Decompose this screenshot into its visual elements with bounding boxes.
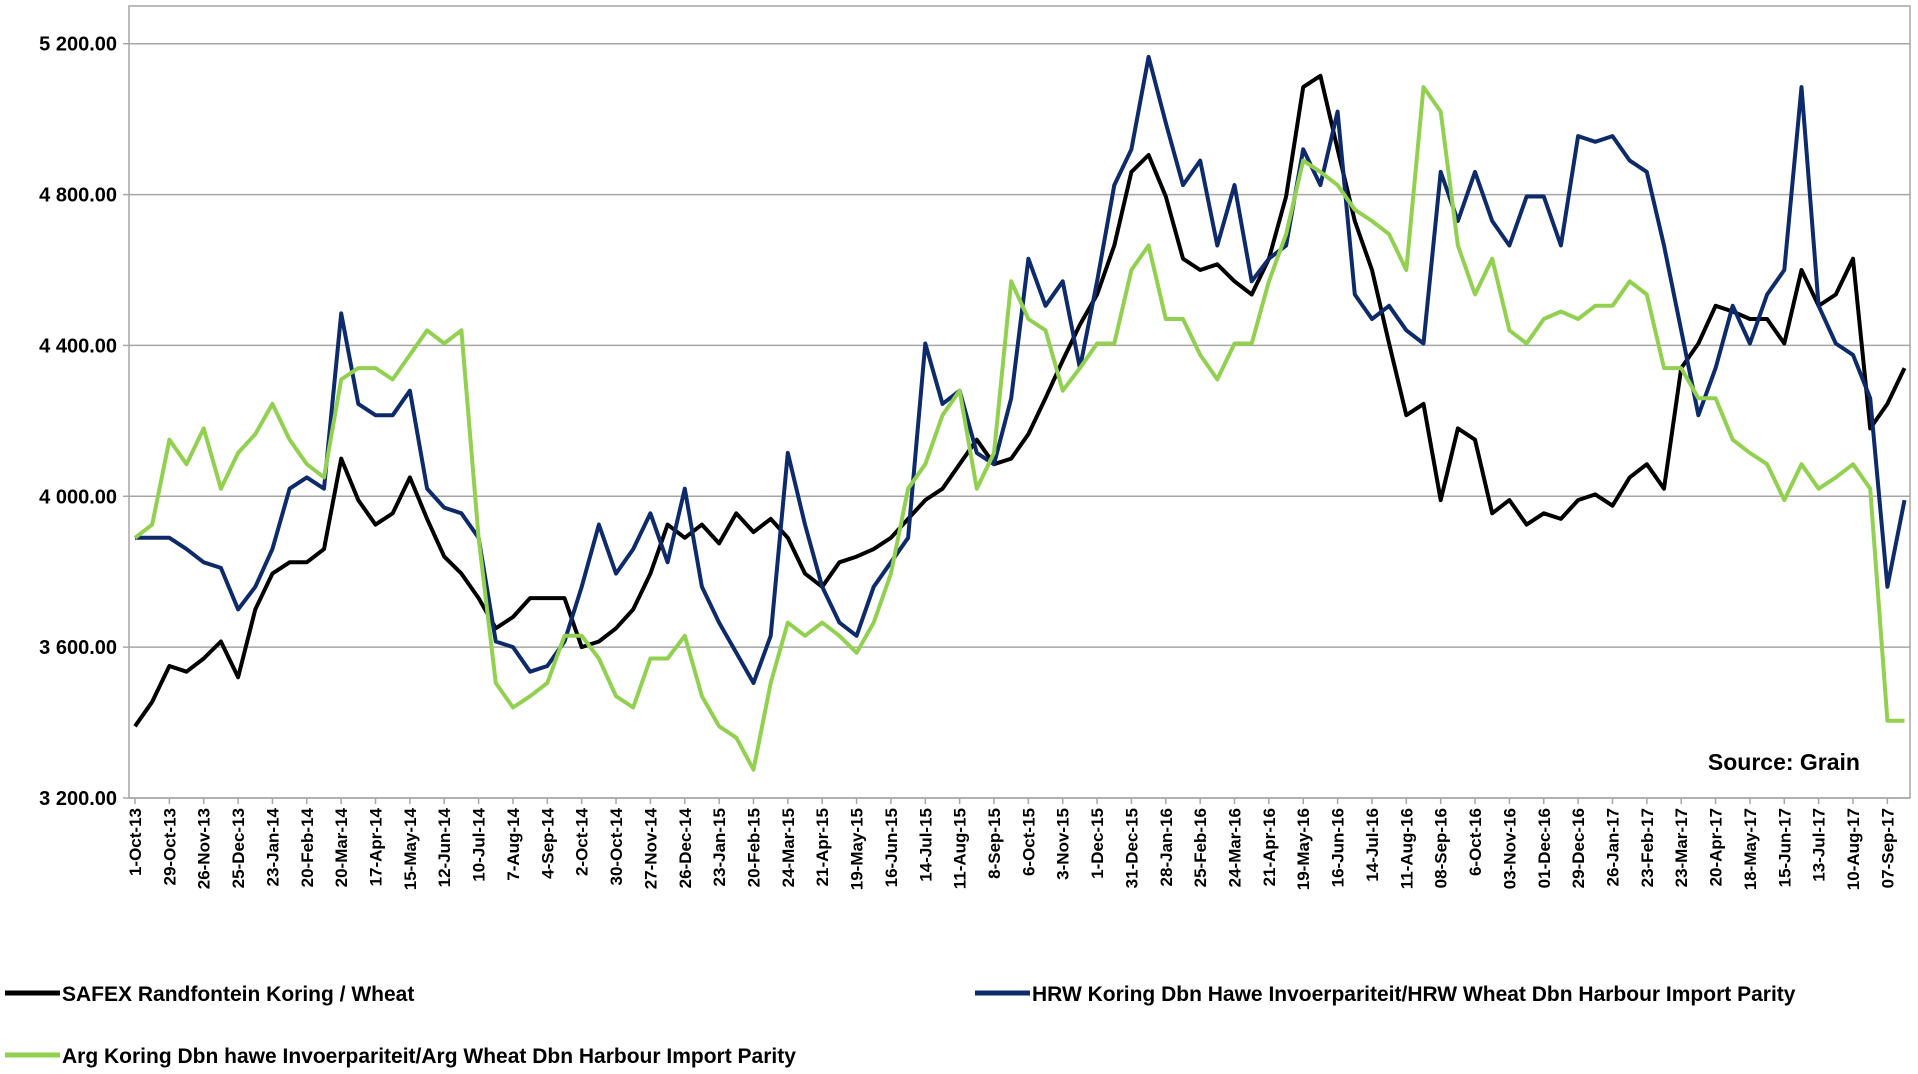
y-tick-label: 4 000.00 xyxy=(39,486,117,508)
x-tick-label: 07-Sep-17 xyxy=(1878,808,1897,888)
x-tick-label: 20-Feb-15 xyxy=(744,808,763,887)
x-tick-label: 19-May-16 xyxy=(1294,808,1313,890)
plot-frame xyxy=(129,6,1910,798)
source-annotation: Source: Grain xyxy=(1708,749,1860,775)
x-tick-label: 31-Dec-15 xyxy=(1122,808,1141,888)
x-tick-label: 29-Dec-16 xyxy=(1569,808,1588,888)
x-tick-label: 15-Jun-17 xyxy=(1775,808,1794,887)
grid xyxy=(129,44,1910,798)
x-tick-label: 11-Aug-16 xyxy=(1397,808,1416,889)
x-tick-label: 24-Mar-15 xyxy=(779,808,798,887)
x-tick-label: 4-Sep-14 xyxy=(538,807,557,878)
x-tick-label: 25-Feb-16 xyxy=(1191,808,1210,887)
y-tick-label: 5 200.00 xyxy=(39,34,117,56)
x-tick-label: 12-Jun-14 xyxy=(435,807,454,887)
y-tick-label: 3 200.00 xyxy=(39,788,117,810)
x-tick-label: 30-Oct-14 xyxy=(607,807,626,885)
x-tick-label: 19-May-15 xyxy=(848,808,867,890)
x-tick-label: 26-Jan-17 xyxy=(1603,808,1622,886)
x-tick-label: 14-Jul-15 xyxy=(916,808,935,882)
x-tick-label: 24-Mar-16 xyxy=(1226,808,1245,887)
x-tick-label: 23-Feb-17 xyxy=(1638,808,1657,887)
chart: Source: Grain 3 200.00 3 600.00 4 000.00 4 … xyxy=(0,0,1918,1074)
x-tick-label: 01-Dec-16 xyxy=(1535,808,1554,888)
x-tick-label: 6-Oct-15 xyxy=(1019,808,1038,876)
x-tick-label: 08-Sep-16 xyxy=(1432,808,1451,888)
x-tick-label: 11-Aug-15 xyxy=(951,808,970,889)
x-tick-label: 2-Oct-14 xyxy=(573,807,592,876)
x-tick-label: 17-Apr-14 xyxy=(367,807,386,886)
legend-label: HRW Koring Dbn Hawe Invoerpariteit/HRW W… xyxy=(1032,983,1796,1006)
x-tick-label: 8-Sep-15 xyxy=(985,808,1004,879)
x-tick-label: 7-Aug-14 xyxy=(504,807,523,880)
x-tick-label: 27-Nov-14 xyxy=(641,807,660,889)
series-line xyxy=(135,87,1905,770)
x-tick-label: 16-Jun-16 xyxy=(1329,808,1348,887)
x-tick-label: 26-Dec-14 xyxy=(676,807,695,888)
x-tick-label: 6-Oct-16 xyxy=(1466,808,1485,876)
x-tick-label: 10-Aug-17 xyxy=(1844,808,1863,890)
legend-label: SAFEX Randfontein Koring / Wheat xyxy=(62,983,414,1006)
x-tick-label: 18-May-17 xyxy=(1741,808,1760,890)
x-tick-label: 29-Oct-13 xyxy=(160,808,179,885)
x-tick-label: 20-Apr-17 xyxy=(1707,808,1726,886)
x-tick-label: 23-Jan-14 xyxy=(263,807,282,886)
x-tick-label: 1-Oct-13 xyxy=(126,808,145,876)
x-tick-label: 26-Nov-13 xyxy=(195,808,214,889)
y-tick-label: 3 600.00 xyxy=(39,637,117,659)
x-tick-label: 03-Nov-16 xyxy=(1500,808,1519,889)
x-tick-label: 10-Jul-14 xyxy=(470,807,489,881)
x-tick-label: 21-Apr-15 xyxy=(813,808,832,886)
x-tick-label: 25-Dec-13 xyxy=(229,808,248,888)
x-tick-label: 16-Jun-15 xyxy=(882,808,901,887)
x-tick-label: 23-Mar-17 xyxy=(1672,808,1691,887)
x-tick-label: 28-Jan-16 xyxy=(1157,808,1176,886)
x-tick-label: 21-Apr-16 xyxy=(1260,808,1279,886)
x-tick-label: 13-Jul-17 xyxy=(1810,808,1829,882)
x-tick-label: 1-Dec-15 xyxy=(1088,808,1107,879)
legend-label: Arg Koring Dbn hawe Invoerpariteit/Arg W… xyxy=(62,1045,796,1068)
y-tick-label: 4 800.00 xyxy=(39,185,117,207)
y-tick-label: 4 400.00 xyxy=(39,335,117,357)
x-tick-label: 15-May-14 xyxy=(401,807,420,890)
x-tick-label: 23-Jan-15 xyxy=(710,808,729,886)
x-tick-label: 3-Nov-15 xyxy=(1054,808,1073,880)
x-tick-label: 20-Feb-14 xyxy=(298,807,317,887)
x-tick-label: 14-Jul-16 xyxy=(1363,808,1382,882)
x-tick-label: 20-Mar-14 xyxy=(332,807,351,887)
